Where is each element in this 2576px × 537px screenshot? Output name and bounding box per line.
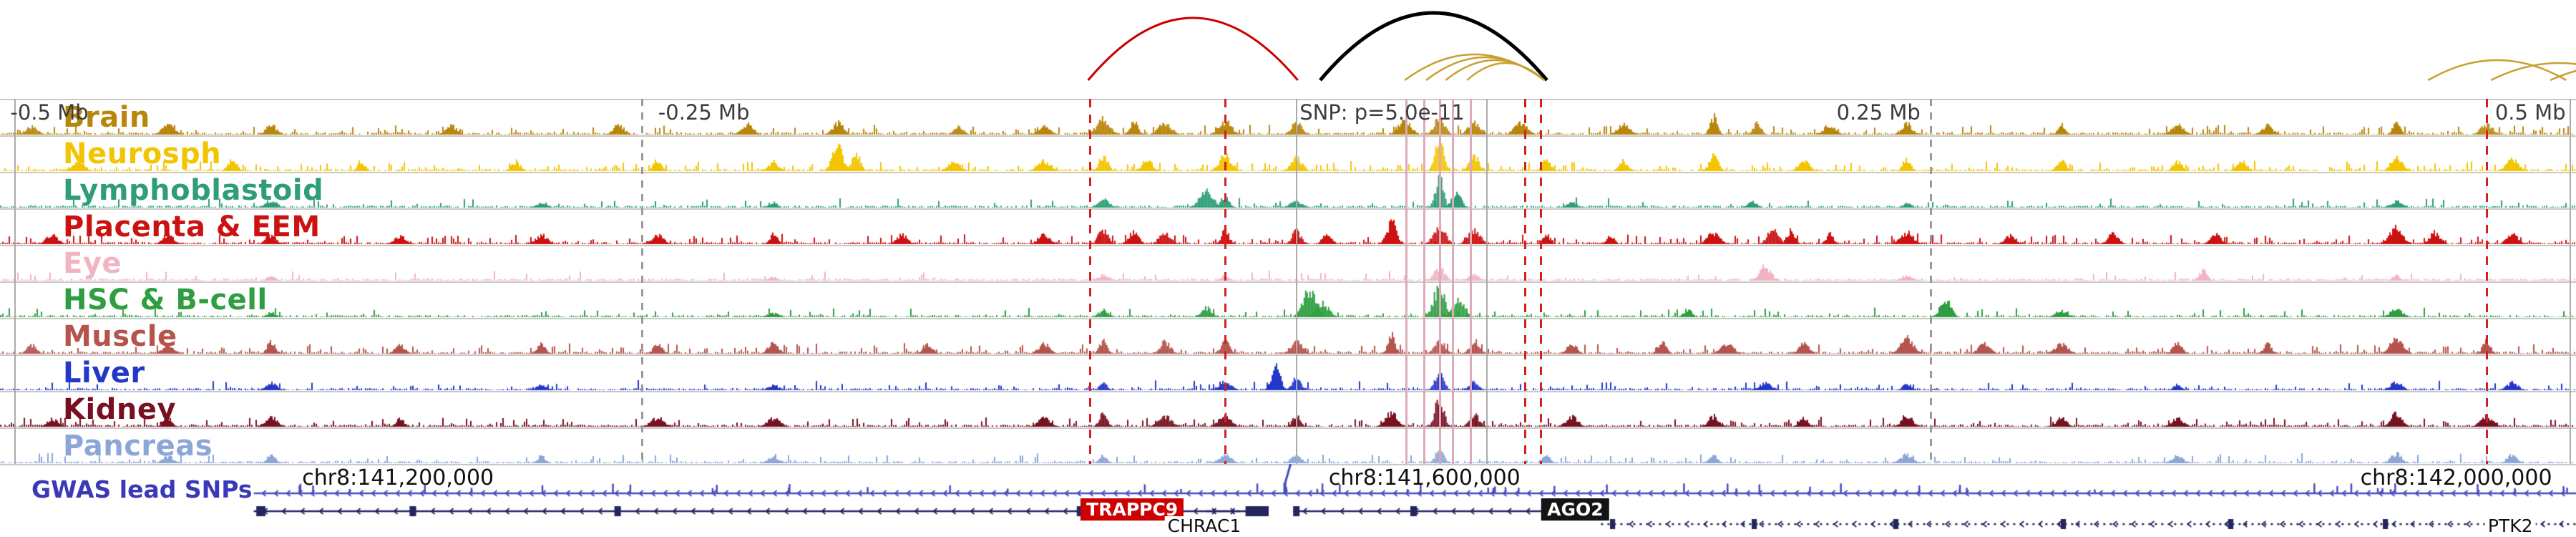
track-label-neurosph[interactable]: Neurosph <box>63 137 222 170</box>
track-row-eye: Eye <box>0 245 2576 281</box>
track-label-brain[interactable]: Brain <box>63 101 150 134</box>
track-label-placenta-eem[interactable]: Placenta & EEM <box>63 211 321 243</box>
coordinate-label-center: chr8:141,600,000 <box>1328 465 1521 490</box>
track-row-hsc-bcell: HSC & B-cell <box>0 281 2576 318</box>
interaction-arc <box>1319 11 1548 82</box>
signal-tracks: Brain Neurosph Lymphoblastoid Placenta &… <box>0 99 2576 465</box>
ruler-label-025mb: 0.25 Mb <box>1836 100 1921 125</box>
signal-muscle[interactable] <box>0 319 2576 354</box>
signal-lymphoblastoid[interactable] <box>0 173 2576 208</box>
gene-label-chrac1[interactable]: CHRAC1 <box>1164 516 1244 536</box>
snp-gene-track-canvas[interactable] <box>0 464 2576 537</box>
track-label-eye[interactable]: Eye <box>63 247 122 280</box>
interaction-arc <box>2490 62 2576 82</box>
interaction-arc <box>2550 69 2576 82</box>
gene-label-ago2[interactable]: AGO2 <box>1541 498 1609 521</box>
snp-pvalue-label: SNP: p=5.0e-11 <box>1299 100 1465 125</box>
ruler-label-minus-025mb: -0.25 Mb <box>658 100 750 125</box>
signal-brain[interactable] <box>0 100 2576 135</box>
ruler-label-minus-05mb: -0.5 Mb <box>10 100 89 125</box>
annotation-area: GWAS lead SNPs chr8:141,200,000 chr8:141… <box>0 464 2576 537</box>
track-label-pancreas[interactable]: Pancreas <box>63 430 213 463</box>
signal-pancreas[interactable] <box>0 429 2576 464</box>
signal-eye[interactable] <box>0 246 2576 281</box>
interaction-arc <box>1466 62 1546 81</box>
coordinate-label-right: chr8:142,000,000 <box>2360 465 2552 490</box>
gene-label-ptk2[interactable]: PTK2 <box>2484 516 2536 536</box>
track-row-muscle: Muscle <box>0 318 2576 354</box>
track-row-pancreas: Pancreas <box>0 427 2576 464</box>
track-row-kidney: Kidney <box>0 391 2576 427</box>
signal-liver[interactable] <box>0 356 2576 391</box>
track-row-lymphoblastoid: Lymphoblastoid <box>0 172 2576 208</box>
track-label-muscle[interactable]: Muscle <box>63 320 177 353</box>
ruler: -0.5 Mb -0.25 Mb SNP: p=5.0e-11 0.25 Mb … <box>0 100 2576 129</box>
track-row-liver: Liver <box>0 354 2576 391</box>
track-label-lymphoblastoid[interactable]: Lymphoblastoid <box>63 174 324 207</box>
track-row-placenta-eem: Placenta & EEM <box>0 208 2576 245</box>
signal-hsc-bcell[interactable] <box>0 283 2576 318</box>
track-row-brain: Brain <box>0 99 2576 135</box>
track-label-liver[interactable]: Liver <box>63 357 145 390</box>
ruler-label-05mb: 0.5 Mb <box>2494 100 2566 125</box>
interaction-arcs <box>1087 11 2576 82</box>
track-row-neurosph: Neurosph <box>0 135 2576 172</box>
gwas-lead-snps-label[interactable]: GWAS lead SNPs <box>31 475 253 503</box>
signal-neurosph[interactable] <box>0 137 2576 172</box>
gene-label-trappc9[interactable]: TRAPPC9 <box>1080 498 1184 521</box>
coordinate-label-left: chr8:141,200,000 <box>302 465 494 490</box>
track-label-kidney[interactable]: Kidney <box>63 393 177 426</box>
signal-kidney[interactable] <box>0 392 2576 427</box>
signal-placenta-eem[interactable] <box>0 210 2576 245</box>
interaction-arc <box>2427 59 2567 82</box>
interaction-arc <box>1087 16 1299 81</box>
track-label-hsc-bcell[interactable]: HSC & B-cell <box>63 284 268 316</box>
